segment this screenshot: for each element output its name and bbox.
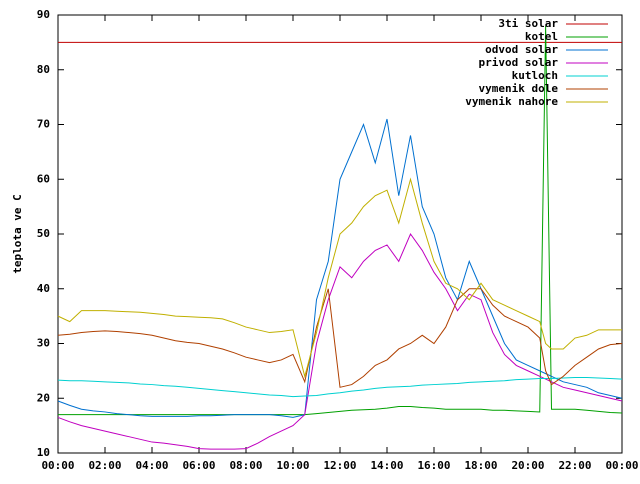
legend-label: kutloch: [512, 69, 558, 82]
legend-label: odvod solar: [485, 43, 558, 56]
y-axis-label: teplota ve C: [11, 194, 24, 273]
legend-label: kotel: [525, 30, 558, 43]
y-tick-label: 10: [37, 446, 50, 459]
series-line: [57, 288, 623, 388]
series-line: [57, 232, 623, 450]
series-line: [57, 177, 622, 379]
x-tick-label: 12:00: [323, 459, 356, 472]
legend-label: vymenik nahore: [465, 95, 558, 108]
y-tick-label: 30: [37, 337, 50, 350]
x-tick-label: 00:00: [605, 459, 638, 472]
y-tick-label: 90: [37, 8, 50, 21]
series-line: [57, 118, 623, 418]
legend-label: vymenik dole: [479, 82, 559, 95]
x-tick-label: 14:00: [370, 459, 403, 472]
y-tick-label: 50: [37, 227, 50, 240]
legend-label: privod solar: [479, 56, 559, 69]
x-tick-label: 10:00: [276, 459, 309, 472]
x-tick-label: 02:00: [88, 459, 121, 472]
legend-label: 3ti solar: [498, 17, 558, 30]
y-tick-label: 20: [37, 391, 50, 404]
series-line: [57, 376, 623, 398]
x-tick-label: 18:00: [464, 459, 497, 472]
series-line: [58, 25, 623, 416]
y-tick-label: 70: [37, 118, 50, 131]
y-tick-label: 60: [37, 172, 50, 185]
x-tick-label: 16:00: [417, 459, 450, 472]
y-tick-label: 40: [37, 282, 50, 295]
x-tick-label: 06:00: [182, 459, 215, 472]
y-tick-label: 80: [37, 63, 50, 76]
x-tick-label: 00:00: [41, 459, 74, 472]
x-tick-label: 04:00: [135, 459, 168, 472]
x-tick-label: 08:00: [229, 459, 262, 472]
x-tick-label: 22:00: [558, 459, 591, 472]
x-tick-label: 20:00: [511, 459, 544, 472]
